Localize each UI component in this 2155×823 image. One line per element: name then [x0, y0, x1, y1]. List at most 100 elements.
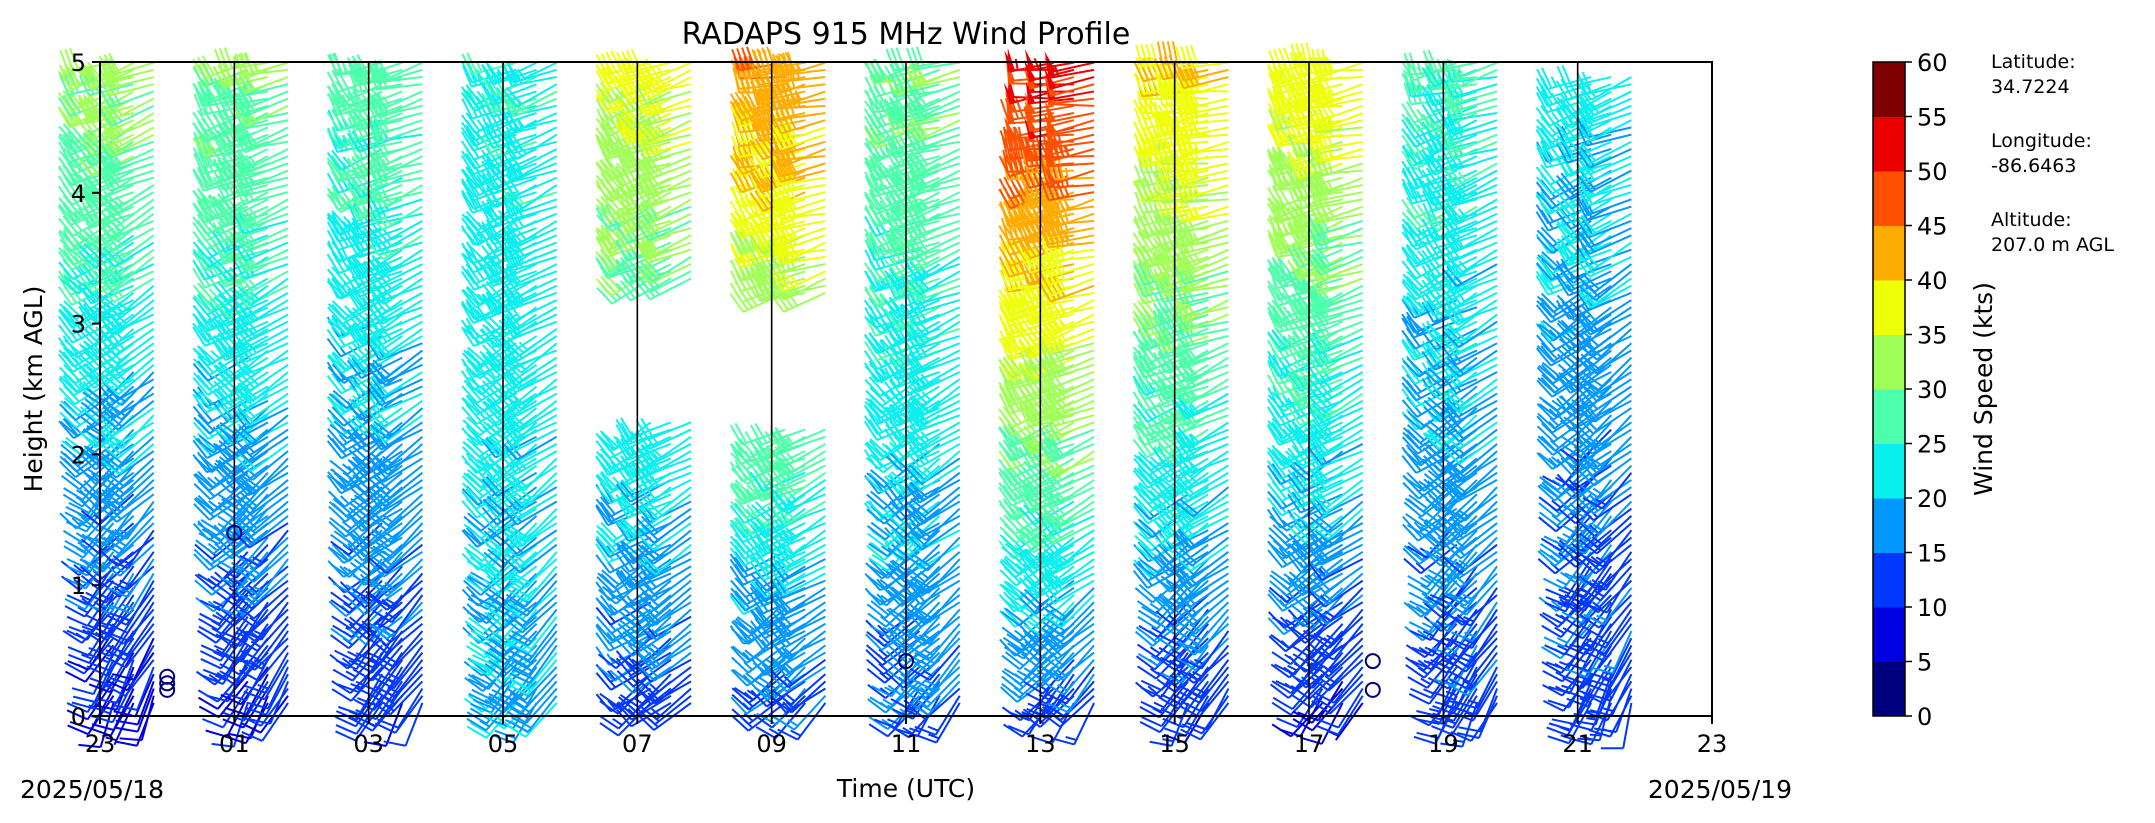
- barb-full: [59, 420, 78, 438]
- barb-full: [68, 501, 90, 514]
- barb-full: [83, 351, 102, 368]
- barb-full: [62, 244, 79, 264]
- barb-full: [94, 704, 117, 711]
- barb-full: [81, 433, 102, 449]
- barb-full: [57, 96, 72, 117]
- barb-full: [82, 380, 99, 400]
- wind-barb: [71, 666, 115, 710]
- barb-full: [63, 339, 83, 356]
- barb-full: [79, 489, 97, 507]
- barb-full: [66, 629, 88, 641]
- barb-half: [78, 578, 90, 586]
- barb-full: [85, 591, 107, 604]
- barb-full: [80, 575, 100, 591]
- barb-full: [63, 226, 81, 245]
- barb-full: [80, 516, 100, 532]
- barb-full: [59, 238, 77, 256]
- barb-shaft: [77, 328, 115, 359]
- barb-full: [58, 106, 73, 126]
- barb-full: [58, 349, 75, 368]
- barb-half: [100, 624, 112, 631]
- barb-full: [63, 147, 81, 166]
- barb-full: [65, 577, 87, 590]
- barb-shaft: [90, 688, 115, 730]
- barb-full: [79, 499, 98, 516]
- barb-full: [65, 505, 87, 518]
- barb-half: [91, 472, 101, 482]
- barb-full: [64, 597, 86, 611]
- barb-full: [63, 300, 81, 318]
- barb-full: [62, 90, 78, 110]
- barb-full: [64, 605, 86, 618]
- barb-half: [73, 564, 84, 573]
- barb-full: [82, 471, 103, 486]
- barb-full: [78, 743, 101, 749]
- barb-full: [58, 185, 73, 206]
- barb-full: [62, 493, 83, 508]
- barb-full: [85, 535, 107, 547]
- barb-full: [65, 670, 86, 683]
- barb-full: [80, 416, 100, 432]
- barb-shaft: [116, 659, 135, 704]
- barb-shaft: [74, 378, 114, 406]
- barb-full: [63, 487, 84, 501]
- barb-full: [66, 565, 88, 577]
- barb-full: [64, 511, 86, 524]
- barb-shaft: [104, 565, 135, 604]
- barb-shaft: [112, 688, 135, 731]
- barb-full: [58, 203, 75, 223]
- barb-full: [67, 646, 90, 657]
- barb-full: [61, 440, 81, 455]
- barb-full: [81, 533, 101, 549]
- barb-full: [79, 406, 98, 423]
- barb-full: [62, 629, 83, 644]
- barb-full: [62, 203, 77, 224]
- barb-full: [63, 72, 75, 95]
- barb-full: [66, 594, 88, 606]
- barb-full: [68, 653, 90, 664]
- barb-full: [83, 479, 101, 498]
- barb-full: [78, 430, 96, 449]
- barb-full: [62, 123, 79, 142]
- barb-full: [58, 353, 74, 373]
- barb-full: [58, 92, 73, 112]
- barb-shaft: [113, 702, 135, 746]
- wind-barb: [60, 328, 115, 359]
- barb-full: [64, 540, 85, 553]
- chart-title: RADAPS 915 MHz Wind Profile: [682, 17, 1131, 52]
- barb-full: [78, 370, 95, 389]
- barb-full: [69, 47, 79, 70]
- barb-full: [58, 73, 70, 96]
- barb-full: [58, 250, 73, 271]
- barb-full: [58, 366, 77, 385]
- barb-full: [66, 702, 88, 714]
- barb-full: [66, 615, 88, 627]
- barb-full: [59, 303, 77, 321]
- barb-full: [58, 420, 75, 439]
- barb-full: [58, 315, 73, 336]
- barb-full: [58, 156, 73, 177]
- barb-full: [64, 397, 83, 414]
- barb-full: [69, 720, 92, 730]
- barb-half: [105, 736, 117, 742]
- barb-full: [86, 614, 108, 626]
- barb-full: [58, 275, 72, 296]
- barb-full: [89, 727, 112, 737]
- barb-full: [87, 652, 109, 664]
- barb-half: [93, 578, 104, 588]
- wind-barb: [91, 688, 135, 731]
- barb-half: [77, 541, 89, 549]
- barb-half: [81, 653, 93, 660]
- barb-full: [61, 474, 81, 491]
- barb-full: [65, 520, 87, 533]
- barb-full: [79, 452, 97, 471]
- barb-shaft: [108, 616, 135, 657]
- barb-full: [82, 449, 103, 464]
- barb-full: [64, 48, 75, 71]
- barb-full: [60, 575, 80, 591]
- barb-full: [58, 377, 75, 397]
- barb-half: [77, 606, 89, 614]
- barb-full: [58, 167, 74, 186]
- barb-half: [102, 604, 114, 610]
- barb-full: [58, 309, 74, 329]
